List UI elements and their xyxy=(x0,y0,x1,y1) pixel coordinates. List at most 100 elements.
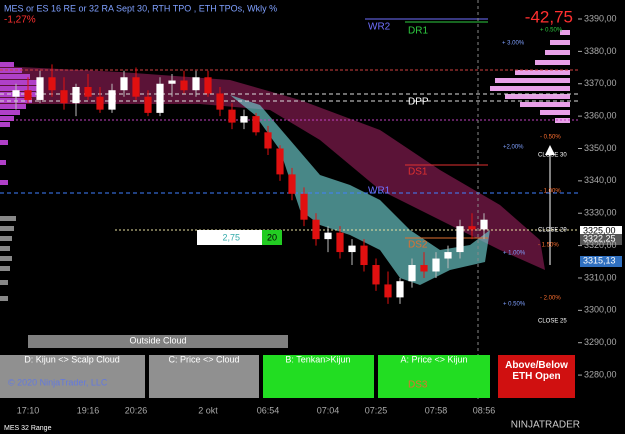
button[interactable] xyxy=(498,355,575,398)
value-box xyxy=(262,230,282,245)
instrument: MES 32 Range xyxy=(4,425,52,432)
x-tick-label: 2 okt xyxy=(198,405,218,415)
candle-body xyxy=(264,132,272,149)
percent-label: CLOSE 30 xyxy=(538,153,567,159)
x-tick-label: 20:26 xyxy=(125,405,148,415)
button[interactable] xyxy=(263,355,374,398)
y-tick-label: 3350,00 xyxy=(584,143,617,153)
cloud-status: Outside Cloud xyxy=(129,335,186,345)
x-tick-label: 07:04 xyxy=(317,405,340,415)
candle-body xyxy=(36,77,44,100)
box-text: 2,75 xyxy=(222,232,240,242)
candle-body xyxy=(48,77,56,91)
candle-body xyxy=(72,86,80,104)
y-tick-label: 3280,00 xyxy=(584,369,617,379)
x-tick-label: 19:16 xyxy=(77,405,100,415)
candle-body xyxy=(288,174,296,194)
y-tick-label: 3390,00 xyxy=(584,13,617,23)
candle-body xyxy=(360,245,368,266)
candle-body xyxy=(252,116,260,133)
y-tick-label: 3310,00 xyxy=(584,272,617,282)
percent-label: + 3.00% xyxy=(502,41,525,47)
level-label: WR1 xyxy=(368,186,391,197)
status-bar xyxy=(28,335,288,348)
value-box xyxy=(197,230,262,245)
candle-body xyxy=(156,83,164,113)
percent-label: + 0.50% xyxy=(540,28,563,34)
level-label: DS1 xyxy=(408,167,428,178)
x-tick-label: 17:10 xyxy=(17,405,40,415)
candle-body xyxy=(372,265,380,285)
candle-body xyxy=(120,77,128,91)
candle-body xyxy=(384,284,392,298)
button-label: C: Price <> Cloud xyxy=(168,354,239,364)
x-tick-label: 07:25 xyxy=(365,405,388,415)
y-tick-label: 3360,00 xyxy=(584,110,617,120)
candle-body xyxy=(132,77,140,97)
cloud xyxy=(230,95,490,285)
candle-body xyxy=(96,96,104,110)
price-tag-bg xyxy=(580,234,622,245)
candle-body xyxy=(396,281,404,298)
level-label: DS2 xyxy=(408,240,428,251)
candle-body xyxy=(108,90,116,110)
x-tick-label: 07:58 xyxy=(425,405,448,415)
change-pct: -1,27% xyxy=(4,15,36,26)
percent-label: +2,00% xyxy=(503,145,524,151)
candle-body xyxy=(348,245,356,253)
y-tick-label: 3370,00 xyxy=(584,78,617,88)
price-tag: 3325,00 xyxy=(583,225,616,235)
volume-profile xyxy=(0,216,16,301)
price-tag: 3315,13 xyxy=(583,255,616,265)
percent-label: CLOSE 29 xyxy=(538,228,567,234)
candle-body xyxy=(12,90,20,97)
chart-title: MES or ES 16 RE or 32 RA Sept 30, RTH TP… xyxy=(4,3,277,13)
percent-label: - 1.00% xyxy=(540,189,561,195)
button[interactable] xyxy=(378,355,490,398)
percent-label: - 2.00% xyxy=(540,296,561,302)
button[interactable] xyxy=(149,355,259,398)
volume-profile xyxy=(490,30,570,123)
candle-body xyxy=(300,193,308,220)
candle-body xyxy=(336,232,344,253)
candle-body xyxy=(144,96,152,113)
candle-body xyxy=(192,77,200,91)
candle-body xyxy=(168,80,176,84)
candle-body xyxy=(432,258,440,272)
button[interactable] xyxy=(0,355,145,398)
candle-body xyxy=(216,93,224,110)
candle-body xyxy=(240,116,248,123)
y-tick-label: 3340,00 xyxy=(584,175,617,185)
brand: NINJATRADER xyxy=(511,420,580,431)
candle-body xyxy=(456,226,464,253)
y-tick-label: 3320,00 xyxy=(584,240,617,250)
candle-body xyxy=(60,90,68,104)
percent-label: CLOSE 25 xyxy=(538,319,567,325)
button-label-box: Above/Below ETH Open xyxy=(505,360,568,382)
candle-body xyxy=(180,80,188,91)
level-label: DPP xyxy=(408,97,429,108)
button-label: B: Tenkan>Kijun xyxy=(285,354,350,364)
level-label: DR1 xyxy=(408,26,428,37)
x-tick-label: 06:54 xyxy=(257,405,280,415)
y-tick-label: 3290,00 xyxy=(584,337,617,347)
copyright: © 2020 NinjaTrader, LLC xyxy=(8,377,108,387)
price-tag-bg xyxy=(580,256,622,267)
x-tick-label: 08:56 xyxy=(473,405,496,415)
candle-body xyxy=(228,109,236,123)
price-tag-bg xyxy=(580,226,622,237)
y-tick-label: 3380,00 xyxy=(584,46,617,56)
candle-body xyxy=(276,148,284,175)
candle-body xyxy=(84,86,92,97)
candle-body xyxy=(480,219,488,230)
level-label: DS3 xyxy=(408,380,428,391)
percent-label: + 1.00% xyxy=(503,251,526,257)
percent-label: - 1.50% xyxy=(538,243,559,249)
candle-body xyxy=(24,90,32,100)
change: -42,75 xyxy=(525,7,573,26)
candle-body xyxy=(420,265,428,272)
y-tick-label: 3300,00 xyxy=(584,305,617,315)
candle-body xyxy=(408,265,416,282)
level-label: WR2 xyxy=(368,22,391,33)
